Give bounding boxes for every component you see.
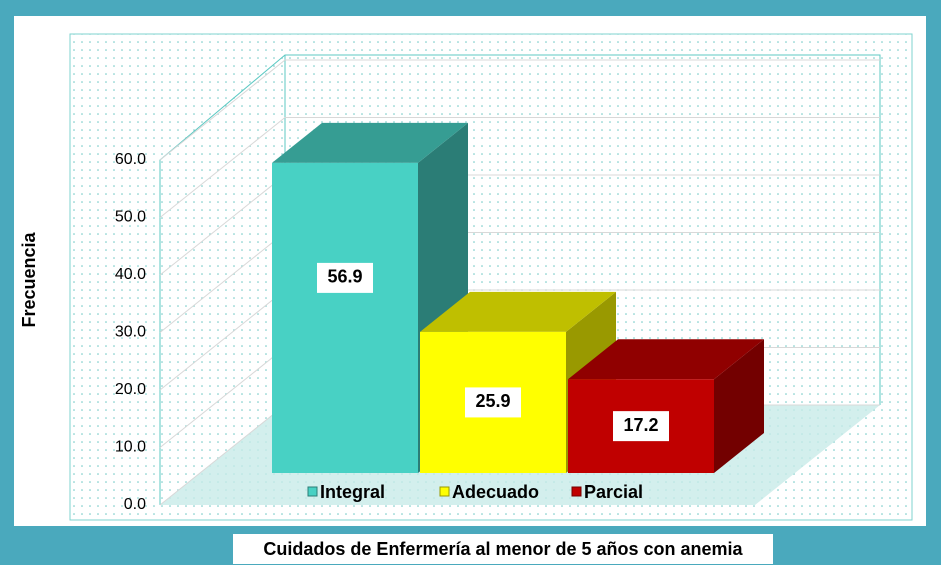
bar-top bbox=[272, 122, 468, 163]
value-label-box bbox=[465, 387, 521, 418]
value-label-box bbox=[613, 411, 669, 442]
y-tick-label: 20.0 bbox=[115, 381, 146, 398]
bar-side bbox=[714, 339, 764, 473]
x-axis-label: Cuidados de Enfermería al menor de 5 año… bbox=[263, 539, 743, 559]
legend-swatch bbox=[439, 486, 450, 497]
y-tick-label: 60.0 bbox=[115, 151, 146, 168]
grid-line bbox=[159, 59, 880, 161]
legend-label: Adecuado bbox=[452, 482, 539, 502]
legend-swatch bbox=[307, 486, 318, 497]
value-label: 56.9 bbox=[327, 267, 362, 287]
legend-label: Parcial bbox=[584, 482, 643, 502]
bar-top bbox=[568, 339, 764, 380]
y-tick-label: 30.0 bbox=[115, 324, 146, 341]
y-tick-label: 10.0 bbox=[115, 439, 146, 456]
value-label: 25.9 bbox=[475, 391, 510, 411]
bar-top bbox=[420, 291, 616, 332]
bar bbox=[272, 162, 418, 473]
y-tick-label: 40.0 bbox=[115, 266, 146, 283]
y-tick-label: 0.0 bbox=[124, 496, 146, 513]
grid-line bbox=[159, 117, 880, 218]
y-axis-label: Frecuencia bbox=[19, 231, 39, 327]
y-tick-label: 50.0 bbox=[115, 209, 146, 226]
xlabel-box bbox=[233, 534, 773, 564]
legend-label: Integral bbox=[320, 482, 385, 502]
legend-swatch bbox=[571, 486, 582, 497]
value-label-box bbox=[317, 262, 373, 293]
ylabel-box bbox=[14, 215, 44, 345]
value-label: 17.2 bbox=[623, 415, 658, 435]
